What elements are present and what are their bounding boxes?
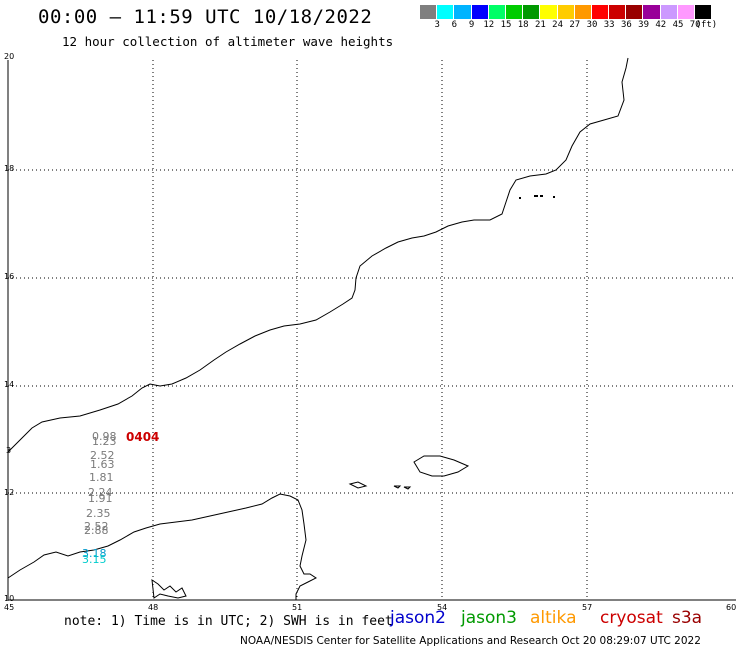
wave-height-label: 0.98 [92, 430, 117, 443]
y-tick-18: 18 [4, 164, 15, 173]
wave-height-label: 2.52 [90, 449, 115, 462]
grid [8, 60, 736, 600]
colorbar-label: 39 [638, 20, 650, 30]
colorbar-swatch [609, 5, 627, 19]
coastline-detail [151, 578, 187, 599]
colorbar-swatch [488, 5, 506, 19]
colorbar-swatch [591, 5, 610, 19]
island-abd-al-kuri [348, 481, 368, 489]
x-tick-45: 45 [4, 603, 15, 612]
map-subtitle: 12 hour collection of altimeter wave hei… [62, 34, 394, 49]
colorbar-label: 45 [672, 20, 684, 30]
wave-height-label: 1.91 [88, 492, 113, 505]
wave-height-label: 1.23 [92, 435, 117, 448]
colorbar-label: 9 [468, 20, 475, 30]
colorbar-labels: 3 6 9 12 15 18 21 24 27 30 33 36 39 42 45 70 (ft) [420, 20, 740, 32]
y-tick-14: 14 [4, 380, 15, 389]
colorbar-swatch [695, 5, 713, 19]
x-tick-57: 57 [582, 603, 593, 612]
colorbar-label: 12 [483, 20, 495, 30]
wave-height-label: 3.18 [82, 547, 107, 560]
colorbar-swatch [660, 5, 678, 19]
colorbar-label: 6 [451, 20, 458, 30]
x-tick-54: 54 [437, 603, 448, 612]
island-small-1 [393, 485, 402, 489]
y-tick-16: 16 [4, 272, 15, 281]
wave-height-label: 3.15 [82, 553, 107, 566]
wave-height-label: 2.24 [88, 486, 113, 499]
footer-credit: NOAA/NESDIS Center for Satellite Applica… [240, 635, 701, 647]
island-small-2 [403, 486, 412, 490]
y-extra-label: 3 [6, 446, 12, 455]
colorbar [420, 5, 713, 19]
legend-jason3: jason3 [461, 608, 517, 628]
colorbar-swatch [574, 5, 592, 19]
colorbar-label: 70 [689, 20, 701, 30]
colorbar-label: 27 [569, 20, 581, 30]
x-tick-60: 60 [726, 603, 737, 612]
kuria-muria-islands [519, 195, 555, 199]
colorbar-label: 3 [434, 20, 440, 30]
y-tick-10: 10 [4, 594, 15, 603]
wave-height-label: 1.81 [89, 471, 114, 484]
colorbar-label: 33 [603, 20, 615, 30]
x-tick-51: 51 [292, 603, 303, 612]
coastline-arabia [7, 57, 629, 453]
colorbar-label: (ft) [695, 20, 718, 30]
island-socotra [413, 455, 470, 477]
colorbar-label: 18 [517, 20, 529, 30]
y-tick-20: 20 [4, 52, 15, 61]
colorbar-swatch [437, 5, 455, 19]
x-tick-48: 48 [148, 603, 159, 612]
colorbar-swatch [677, 5, 695, 19]
legend-jason2: jason2 [390, 608, 446, 628]
colorbar-label: 30 [586, 20, 598, 30]
colorbar-swatch [420, 5, 438, 19]
colorbar-label: 15 [500, 20, 512, 30]
wave-height-label: 2.52 [84, 520, 109, 533]
colorbar-label: 36 [620, 20, 632, 30]
map-title: 00:00 – 11:59 UTC 10/18/2022 [38, 6, 373, 28]
colorbar-swatch [471, 5, 489, 19]
colorbar-label: 24 [552, 20, 564, 30]
legend-s3a: s3a [672, 608, 703, 628]
legend-cryosat: cryosat [600, 608, 663, 628]
colorbar-swatch [643, 5, 661, 19]
coastline-somalia [7, 493, 317, 600]
y-tick-12: 12 [4, 488, 15, 497]
wave-height-label: 1.63 [90, 458, 115, 471]
footer-note: note: 1) Time is in UTC; 2) SWH is in fe… [64, 614, 393, 629]
legend-altika: altika [530, 608, 577, 628]
colorbar-swatch [505, 5, 524, 19]
wave-height-label: 2.35 [86, 507, 111, 520]
colorbar-swatch [540, 5, 558, 19]
wave-height-label: 2.88 [84, 524, 109, 537]
colorbar-swatch [523, 5, 541, 19]
station-id-label: 0404 [126, 430, 160, 444]
colorbar-label: 42 [655, 20, 667, 30]
colorbar-swatch [557, 5, 575, 19]
colorbar-swatch [626, 5, 644, 19]
colorbar-label: 21 [534, 20, 546, 30]
colorbar-swatch [454, 5, 472, 19]
